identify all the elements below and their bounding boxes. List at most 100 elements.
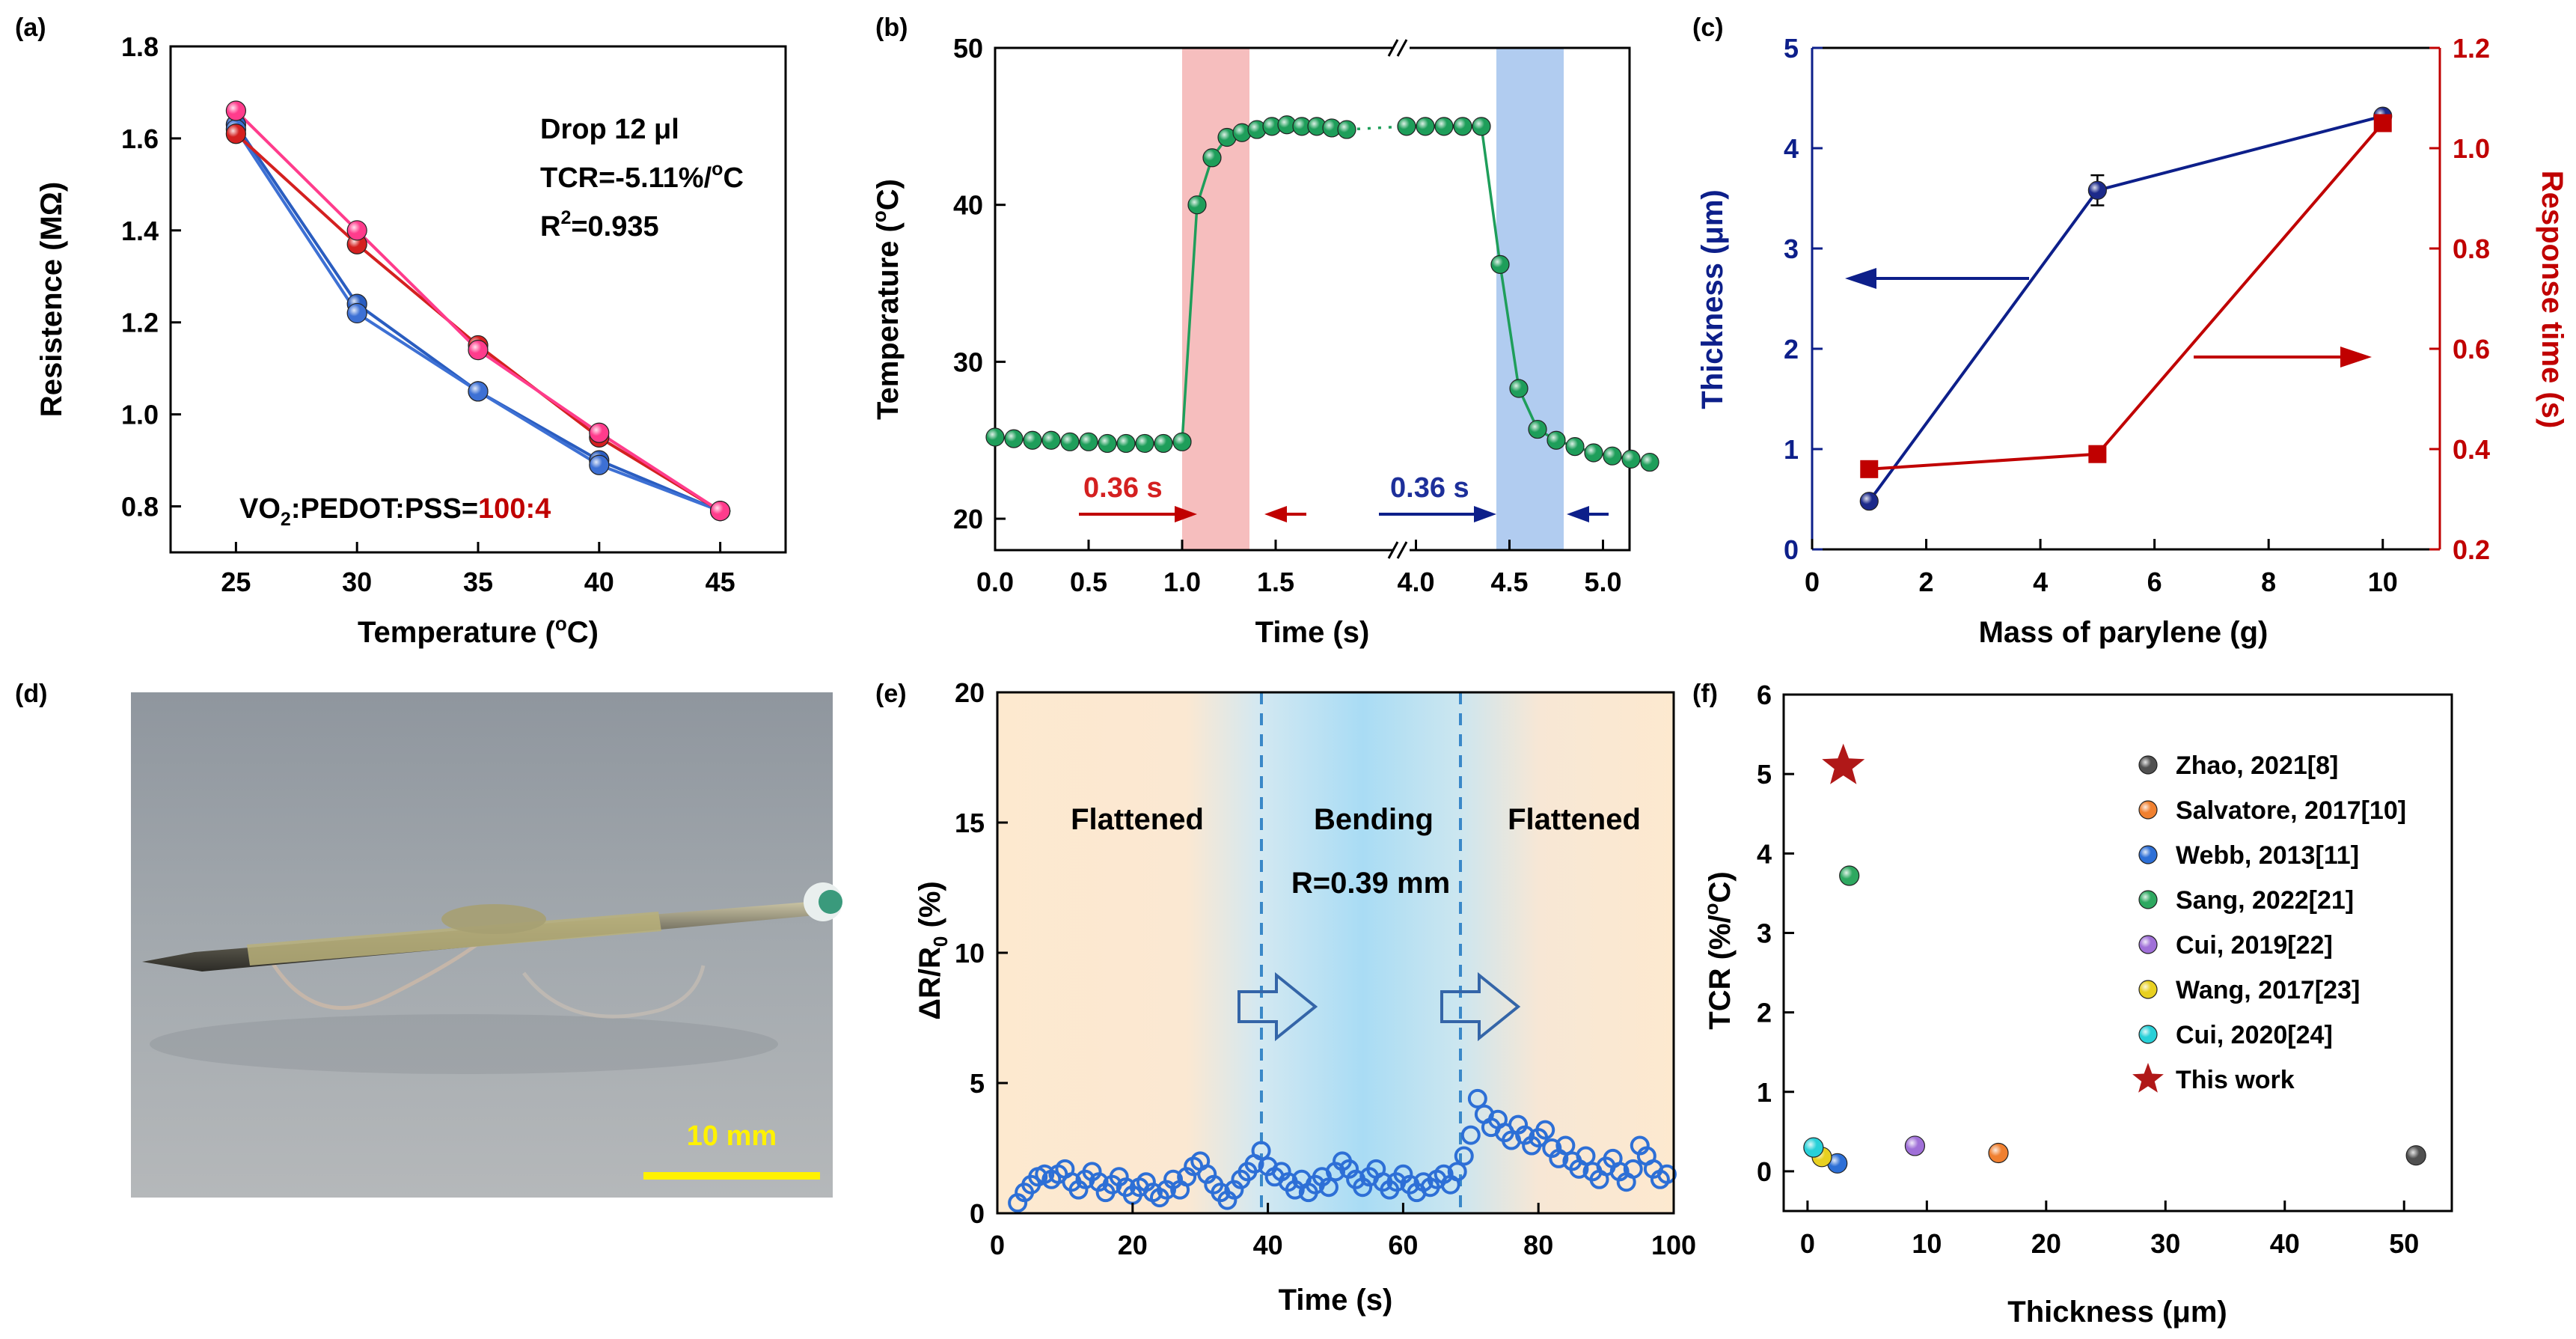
right-axis-label: Response time (s) (2536, 171, 2569, 429)
data-point (1585, 444, 1603, 462)
left-tick-label: 1 (1784, 434, 1799, 465)
data-point-shine (1416, 118, 1434, 135)
data-point-shine (1117, 434, 1135, 452)
left-tick-label: 3 (1784, 234, 1799, 264)
x-tick-label: 8 (2261, 567, 2276, 597)
data-point (1080, 433, 1098, 451)
x-tick-label: 25 (221, 567, 251, 597)
thickness-point (2088, 181, 2106, 199)
left-axis-label: Thickness (μm) (1696, 189, 1729, 409)
legend-label: Wang, 2017[23] (2176, 976, 2360, 1004)
y-axis-ticks: 0.8 1.0 1.2 1.4 1.6 1.8 (121, 31, 181, 522)
legend-marker-shine (2139, 891, 2157, 909)
data-point-cooling-pink-shine (468, 341, 488, 360)
response-time-point (2088, 445, 2106, 463)
data-point (1188, 196, 1206, 214)
legend-marker-shine (2139, 936, 2157, 954)
x-tick-label: 35 (463, 567, 493, 597)
data-point (1989, 1144, 2008, 1163)
y-tick-label: 0 (1757, 1156, 1772, 1187)
x-tick-label: 0 (990, 1230, 1005, 1260)
left-tick-label: 4 (1784, 133, 1799, 164)
data-point (1098, 434, 1116, 452)
thickness-point-shine (2088, 181, 2106, 199)
data-point-shine (986, 428, 1004, 446)
x-tick-label: 30 (2150, 1228, 2180, 1259)
data-point (1804, 1138, 1823, 1157)
data-point-shine (1398, 118, 1416, 135)
rise-time-label: 0.36 s (1083, 472, 1163, 504)
left-tick-label: 5 (1784, 33, 1799, 64)
x-tick-label: 4.0 (1397, 567, 1434, 597)
legend-marker-shine (2139, 980, 2157, 998)
data-point-shine (1905, 1136, 1924, 1156)
legend-marker (2139, 936, 2157, 954)
y-tick-label: 20 (953, 504, 983, 534)
panel-c: (c) 012345 0.20.40.60.81.01.2 0 2 4 6 8 10 Ma… (1692, 13, 2569, 649)
data-point-star (1822, 744, 1864, 784)
y-tick-label: 1.2 (121, 308, 159, 338)
x-tick-label: 4.5 (1490, 567, 1528, 597)
data-point-cooling-blue-shine (590, 455, 609, 475)
annotation-ratio: VO2:PEDOT:PSS=100:4 (239, 493, 551, 530)
y-axis-label: Temperature (oC) (868, 179, 905, 420)
y-tick-label: 40 (953, 190, 983, 221)
x-tick-label: 40 (2270, 1228, 2300, 1259)
data-point-shine (1024, 431, 1041, 449)
data-point-cooling-pink-shine (226, 101, 245, 121)
data-point-cooling-blue (590, 455, 609, 475)
x-tick-label: 40 (584, 567, 614, 597)
data-point (1117, 434, 1135, 452)
x-axis-label: Time (s) (1279, 1284, 1393, 1317)
legend: Zhao, 2021[8]Salvatore, 2017[10]Webb, 20… (2132, 751, 2406, 1094)
data-point-shine (1529, 421, 1546, 439)
data-point-shine (1603, 447, 1621, 465)
plot-frame (171, 46, 786, 552)
x-tick-label: 80 (1523, 1230, 1553, 1260)
x-tick-label: 50 (2389, 1228, 2419, 1259)
data-point-shine (2406, 1146, 2426, 1165)
legend-marker-shine (2139, 801, 2157, 819)
data-point (1173, 433, 1191, 451)
thickness-line (1869, 116, 2382, 501)
panel-f: (f) 0 1 2 3 4 5 6 0 10 20 30 40 50 Zhao, 2021[8] Sal… (1692, 680, 2452, 1329)
data-point-shine (1472, 118, 1490, 135)
x-tick-label: 0.5 (1070, 567, 1107, 597)
data-point-cooling-blue (347, 303, 367, 323)
bend-radius-label: R=0.39 mm (1291, 867, 1450, 900)
data-point (1203, 149, 1221, 167)
x-tick-label: 10 (2368, 567, 2398, 597)
data-point (986, 428, 1004, 446)
data-point (1840, 866, 1859, 885)
y-tick-label: 20 (955, 677, 985, 708)
data-point-cooling-pink (590, 423, 609, 442)
data-point (1435, 118, 1453, 135)
data-point (1529, 421, 1546, 439)
legend-marker-shine (2139, 1025, 2157, 1043)
x-tick-label: 0 (1805, 567, 1820, 597)
legend-marker (2139, 846, 2157, 864)
annotation-r2: R2=0.935 (540, 207, 659, 243)
x-tick-label: 30 (342, 567, 372, 597)
x-tick-label: 45 (706, 567, 735, 597)
thickness-point-shine (1860, 492, 1878, 510)
legend-label: Cui, 2019[22] (2176, 931, 2333, 960)
data-point-heating-red-shine (226, 124, 245, 144)
y-tick-label: 5 (970, 1068, 985, 1099)
left-axis-pointer-arrow (1845, 268, 2029, 289)
y-axis-ticks: 0123456 (1757, 680, 1794, 1187)
fall-time-label: 0.36 s (1390, 472, 1469, 504)
right-tick-label: 1.2 (2453, 33, 2490, 64)
y-axis-ticks: 20 30 40 50 (953, 33, 1006, 534)
y-tick-label: 1.8 (121, 31, 159, 62)
y-tick-label: 4 (1757, 838, 1772, 869)
data-point-heating-red (226, 124, 245, 144)
y-tick-label: 1.6 (121, 123, 159, 154)
panel-tag: (a) (15, 13, 46, 42)
response-time-line (1869, 123, 2382, 469)
x-tick-label: 1.0 (1163, 567, 1201, 597)
x-axis-label: Time (s) (1255, 616, 1370, 649)
legend-marker (2139, 980, 2157, 998)
left-tick-label: 2 (1784, 334, 1799, 365)
x-tick-label: 10 (1912, 1228, 1942, 1259)
